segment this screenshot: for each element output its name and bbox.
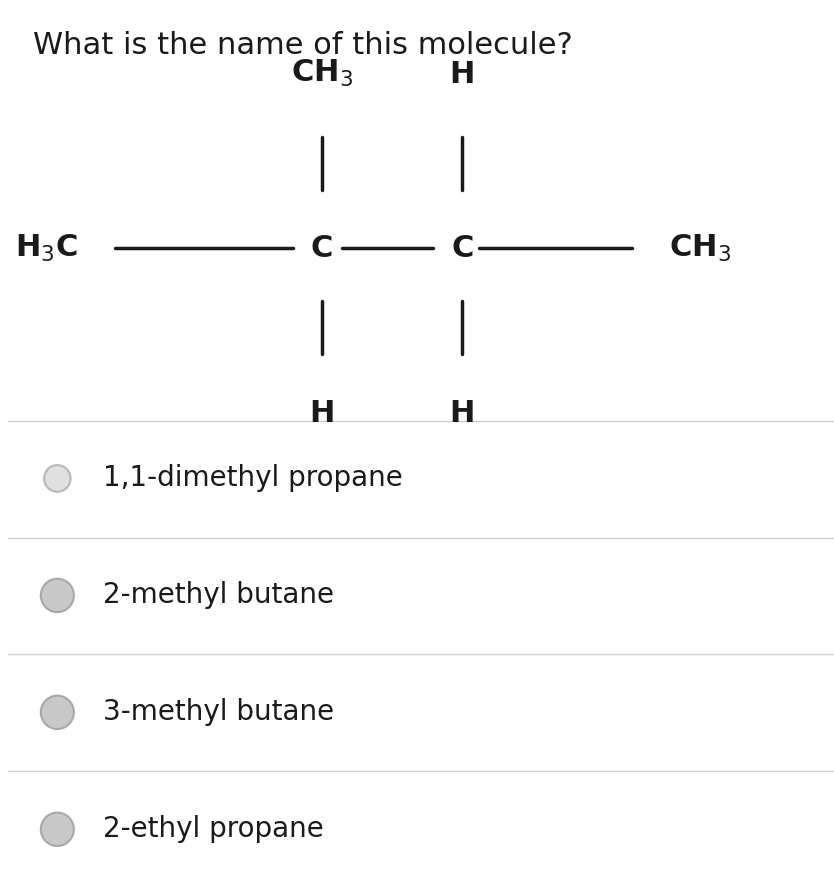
Ellipse shape [41, 579, 74, 612]
Text: What is the name of this molecule?: What is the name of this molecule? [33, 31, 572, 60]
Text: CH$_3$: CH$_3$ [291, 58, 353, 89]
Ellipse shape [41, 812, 74, 846]
Text: H$_3$C: H$_3$C [15, 232, 78, 264]
Text: 2-methyl butane: 2-methyl butane [103, 581, 334, 610]
Text: 2-ethyl propane: 2-ethyl propane [103, 815, 324, 843]
Text: CH$_3$: CH$_3$ [669, 232, 731, 264]
Text: 3-methyl butane: 3-methyl butane [103, 698, 334, 727]
Text: H: H [309, 399, 334, 428]
Ellipse shape [41, 696, 74, 729]
Text: 1,1-dimethyl propane: 1,1-dimethyl propane [103, 464, 403, 493]
Text: H: H [450, 59, 475, 89]
Text: H: H [450, 399, 475, 428]
Ellipse shape [44, 465, 71, 492]
Text: C: C [451, 234, 474, 262]
Text: C: C [310, 234, 333, 262]
